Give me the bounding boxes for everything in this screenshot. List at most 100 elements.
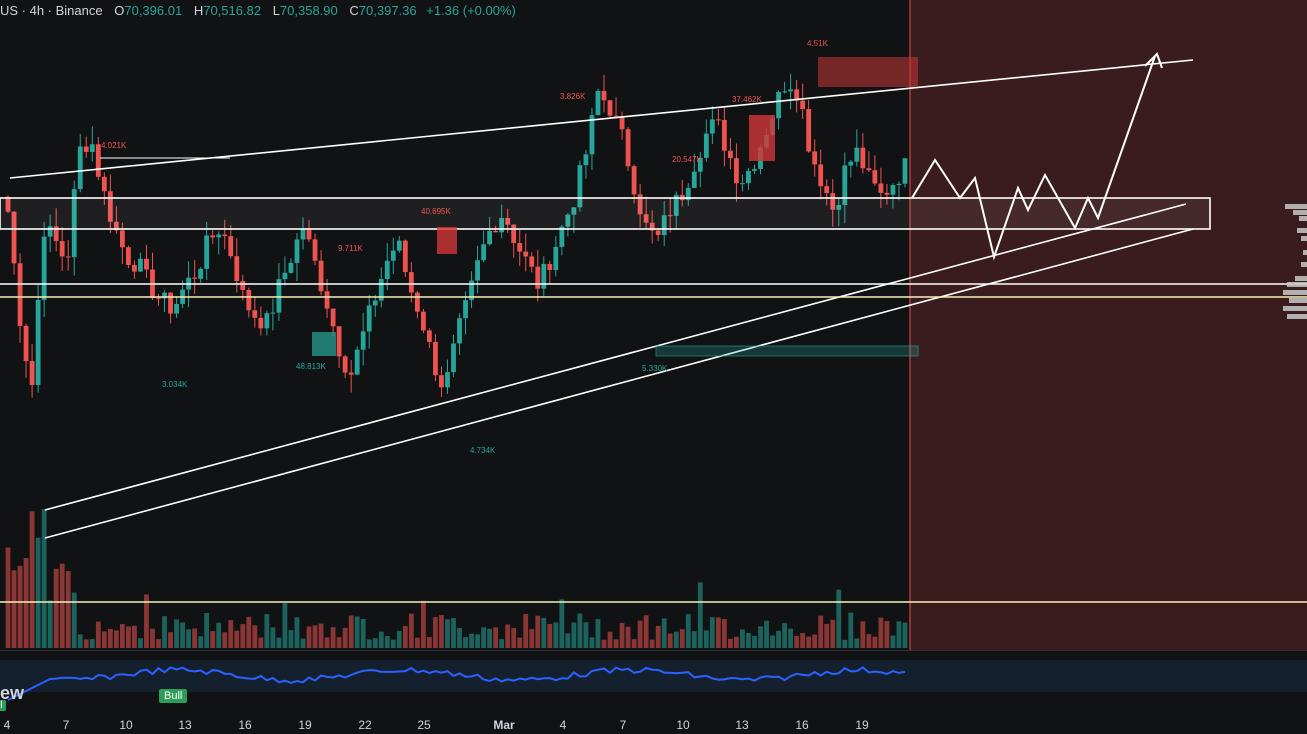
volume-bar xyxy=(89,639,95,648)
annotation-label: 40.695K xyxy=(421,207,451,216)
volume-bar xyxy=(559,599,565,648)
volume-bar xyxy=(348,615,354,648)
volume-bar xyxy=(824,623,830,648)
candle-body xyxy=(529,256,535,267)
candle-body xyxy=(601,91,607,101)
candle-body xyxy=(691,171,697,188)
candle-body xyxy=(445,372,450,388)
candle-body xyxy=(113,221,119,231)
candle-body xyxy=(776,91,781,119)
candle-body xyxy=(348,372,354,375)
volume-bar xyxy=(655,625,661,648)
candle-body xyxy=(637,194,643,215)
high-value: 70,516.82 xyxy=(203,3,262,18)
volume-bar xyxy=(156,639,161,648)
candle-body xyxy=(342,356,348,373)
volume-profile-bar xyxy=(1295,276,1307,281)
candle-body xyxy=(854,147,860,162)
candle-body xyxy=(788,89,794,92)
candle-body xyxy=(330,308,336,327)
x-tick-label: 22 xyxy=(358,718,372,732)
volume-bar xyxy=(728,638,733,648)
candle-body xyxy=(101,176,107,192)
volume-bar xyxy=(433,617,438,648)
volume-bar xyxy=(860,621,866,648)
tradingview-logo[interactable]: ew xyxy=(0,683,25,703)
volume-bar xyxy=(288,630,294,648)
candle-body xyxy=(595,91,601,116)
volume-bar xyxy=(83,639,89,648)
volume-profile-bar xyxy=(1283,306,1307,311)
candle-body xyxy=(354,349,360,375)
volume-profile-bar xyxy=(1283,290,1307,295)
volume-bar xyxy=(162,616,167,648)
supply-zone-box xyxy=(818,57,918,87)
volume-bar xyxy=(150,628,155,648)
candle-body xyxy=(649,222,655,231)
candle-body xyxy=(41,236,47,300)
candle-body xyxy=(384,260,390,280)
lower-trendline-1 xyxy=(44,203,1187,511)
volume-bar xyxy=(11,570,17,648)
volume-bar xyxy=(246,616,252,648)
annotation-label: 4.734K xyxy=(470,446,496,455)
candle-body xyxy=(336,326,342,357)
volume-bar xyxy=(571,622,577,648)
rsi-line xyxy=(7,666,906,701)
volume-bar xyxy=(758,626,763,648)
x-tick-label: 10 xyxy=(119,718,133,732)
candle-body xyxy=(282,272,288,280)
candle-body xyxy=(667,215,673,217)
volume-bar xyxy=(366,639,372,648)
volume-bar xyxy=(794,635,800,648)
x-axis[interactable]: 4 7 10 13 16 19 22 25 Mar 4 7 10 13 16 19 xyxy=(0,716,1307,734)
volume-bar xyxy=(619,622,625,648)
lower-trendline-2 xyxy=(44,228,1194,539)
candle-body xyxy=(655,230,661,236)
candle-body xyxy=(318,260,324,292)
volume-bar xyxy=(854,638,860,648)
candle-body xyxy=(830,193,836,210)
candle-body xyxy=(782,91,787,93)
candle-body xyxy=(734,158,739,184)
volume-bar xyxy=(788,628,794,648)
candle-body xyxy=(234,256,240,282)
volume-bar xyxy=(806,636,812,648)
candle-body xyxy=(11,211,17,264)
volume-bar xyxy=(812,634,818,648)
volume-bar xyxy=(138,638,143,648)
volume-bar xyxy=(186,629,192,648)
candle-body xyxy=(95,144,101,177)
x-tick-label: 4 xyxy=(3,718,11,732)
candle-body xyxy=(264,313,270,329)
low-label: L xyxy=(272,3,280,18)
volume-bar xyxy=(234,630,240,648)
pane-divider xyxy=(0,650,1307,651)
annotation-label: 48.813K xyxy=(296,362,326,371)
volume-bar xyxy=(113,630,119,648)
symbol-label[interactable]: US · 4h · Binance xyxy=(0,3,103,18)
volume-bar xyxy=(17,565,23,648)
volume-bar xyxy=(180,622,185,648)
volume-bar xyxy=(625,626,631,648)
volume-bar xyxy=(842,639,848,648)
volume-bar xyxy=(330,627,336,648)
candle-body xyxy=(463,300,468,319)
bull-badge-small: ll xyxy=(0,700,7,711)
volume-bar xyxy=(270,627,276,648)
candle-body xyxy=(306,228,312,240)
volume-bar xyxy=(697,582,703,648)
candle-body xyxy=(228,236,234,257)
volume-bar xyxy=(77,634,83,648)
annotation-label: 3.826K xyxy=(560,92,586,101)
volume-bar xyxy=(848,612,854,648)
candle-body xyxy=(126,247,131,265)
candle-body xyxy=(324,291,330,309)
candle-body xyxy=(47,226,53,237)
volume-bar xyxy=(583,622,589,648)
volume-bar xyxy=(264,614,270,648)
x-tick-label: 7 xyxy=(62,718,70,732)
volume-bar xyxy=(770,635,775,648)
volume-bar xyxy=(902,622,908,648)
